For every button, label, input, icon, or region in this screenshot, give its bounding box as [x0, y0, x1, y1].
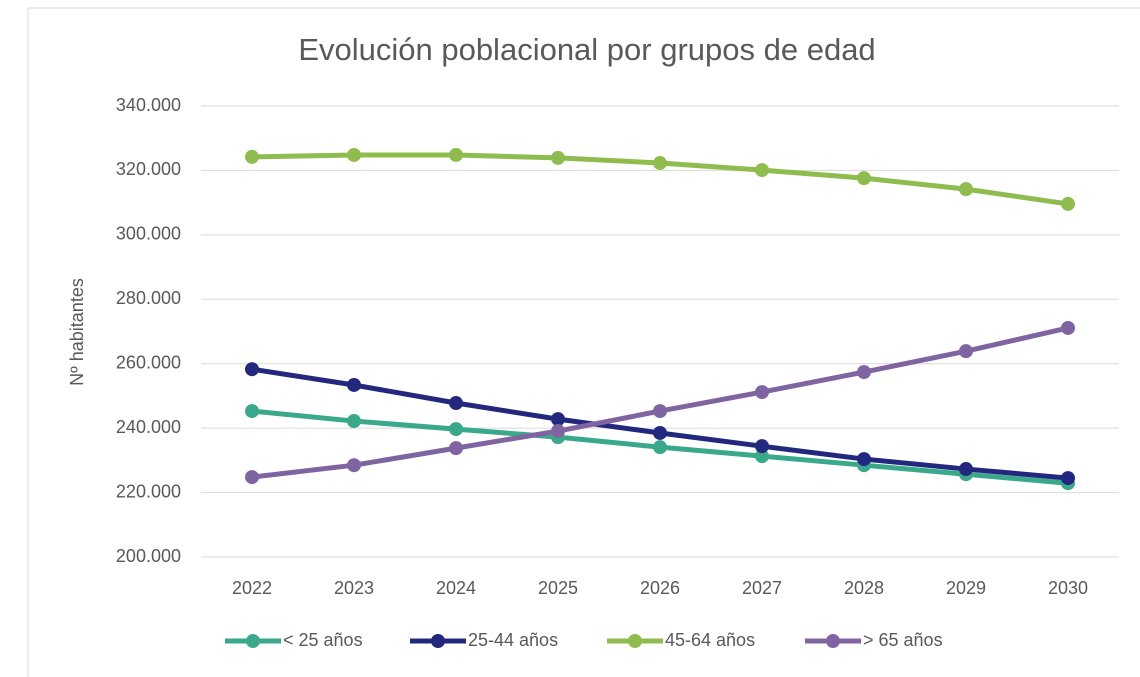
- data-point: [755, 449, 769, 464]
- data-point: [449, 147, 463, 162]
- data-point: [653, 156, 667, 171]
- data-point: [857, 365, 871, 380]
- data-point: [959, 344, 973, 359]
- chart-title: Evolución poblacional por grupos de edad: [298, 32, 875, 67]
- data-point: [653, 404, 667, 419]
- x-tick-label: 2028: [844, 578, 884, 598]
- x-tick-label: 2025: [538, 578, 578, 598]
- data-point: [449, 441, 463, 456]
- y-axis-label: Nº habitantes: [67, 278, 87, 386]
- data-point: [245, 149, 259, 164]
- y-tick-label: 200.000: [116, 546, 181, 566]
- x-tick-label: 2029: [946, 578, 986, 598]
- data-point: [551, 150, 565, 165]
- legend-marker: [628, 634, 642, 648]
- y-tick-label: 320.000: [116, 159, 181, 179]
- x-tick-label: 2022: [232, 578, 272, 598]
- data-point: [245, 470, 259, 485]
- data-point: [653, 425, 667, 440]
- legend-label: 25-44 años: [468, 630, 558, 650]
- x-tick-label: 2024: [436, 578, 476, 598]
- x-tick-label: 2027: [742, 578, 782, 598]
- legend-label: < 25 años: [283, 630, 363, 650]
- data-point: [347, 414, 361, 429]
- data-point: [347, 147, 361, 162]
- data-point: [959, 462, 973, 477]
- data-point: [245, 404, 259, 419]
- x-tick-label: 2026: [640, 578, 680, 598]
- data-point: [449, 422, 463, 437]
- legend-marker: [826, 634, 840, 648]
- y-tick-label: 300.000: [116, 224, 181, 244]
- legend-label: > 65 años: [863, 630, 943, 650]
- x-tick-label: 2030: [1048, 578, 1088, 598]
- data-point: [245, 362, 259, 377]
- y-tick-label: 280.000: [116, 288, 181, 308]
- data-point: [857, 452, 871, 467]
- legend-marker: [246, 634, 260, 648]
- data-point: [1061, 320, 1075, 335]
- data-point: [755, 439, 769, 454]
- y-tick-label: 340.000: [116, 95, 181, 115]
- y-tick-label: 240.000: [116, 417, 181, 437]
- y-tick-label: 260.000: [116, 352, 181, 372]
- data-point: [755, 163, 769, 178]
- y-tick-label: 220.000: [116, 481, 181, 501]
- x-tick-label: 2023: [334, 578, 374, 598]
- data-point: [857, 171, 871, 186]
- data-point: [1061, 471, 1075, 486]
- legend-marker: [431, 634, 445, 648]
- data-point: [653, 440, 667, 455]
- data-point: [347, 458, 361, 473]
- data-point: [551, 412, 565, 427]
- data-point: [551, 424, 565, 439]
- data-point: [449, 396, 463, 411]
- chart-border: [27, 7, 1140, 677]
- legend-label: 45-64 años: [665, 630, 755, 650]
- data-point: [347, 377, 361, 392]
- data-point: [1061, 196, 1075, 211]
- data-point: [959, 182, 973, 197]
- data-point: [755, 385, 769, 400]
